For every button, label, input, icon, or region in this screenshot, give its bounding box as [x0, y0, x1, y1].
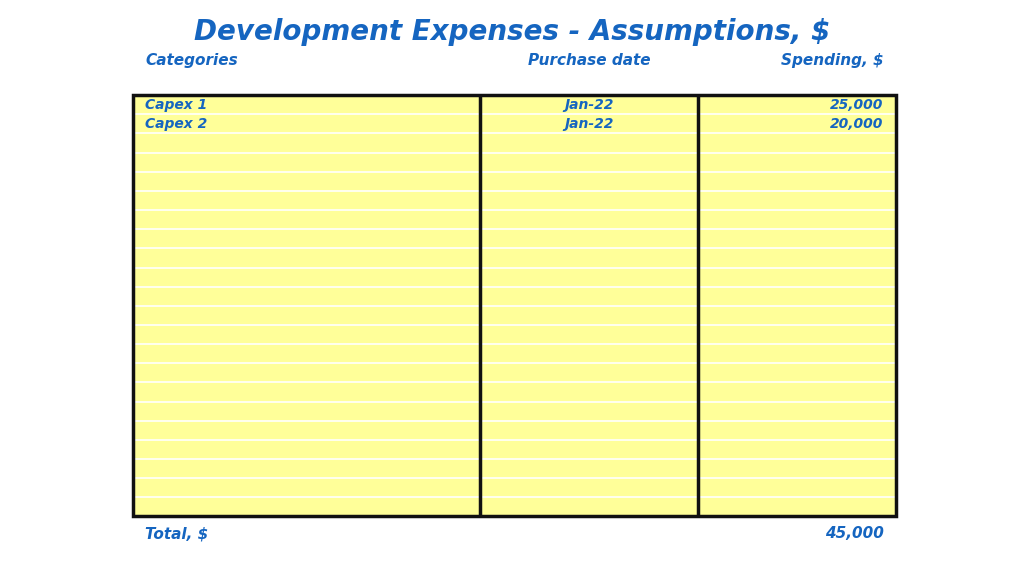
Text: 45,000: 45,000 — [825, 526, 884, 541]
Text: Development Expenses - Assumptions, $: Development Expenses - Assumptions, $ — [194, 18, 830, 46]
Text: Purchase date: Purchase date — [527, 53, 650, 68]
Text: Capex 1: Capex 1 — [145, 98, 208, 112]
Text: 25,000: 25,000 — [830, 98, 884, 112]
Text: Jan-22: Jan-22 — [564, 98, 613, 112]
Bar — [133, 95, 896, 516]
Text: Spending, $: Spending, $ — [781, 53, 884, 68]
Bar — [133, 95, 896, 516]
Text: Jan-22: Jan-22 — [564, 117, 613, 131]
Text: Capex 2: Capex 2 — [145, 117, 208, 131]
Text: Categories: Categories — [145, 53, 239, 68]
Text: Total, $: Total, $ — [145, 526, 209, 541]
Text: 20,000: 20,000 — [830, 117, 884, 131]
